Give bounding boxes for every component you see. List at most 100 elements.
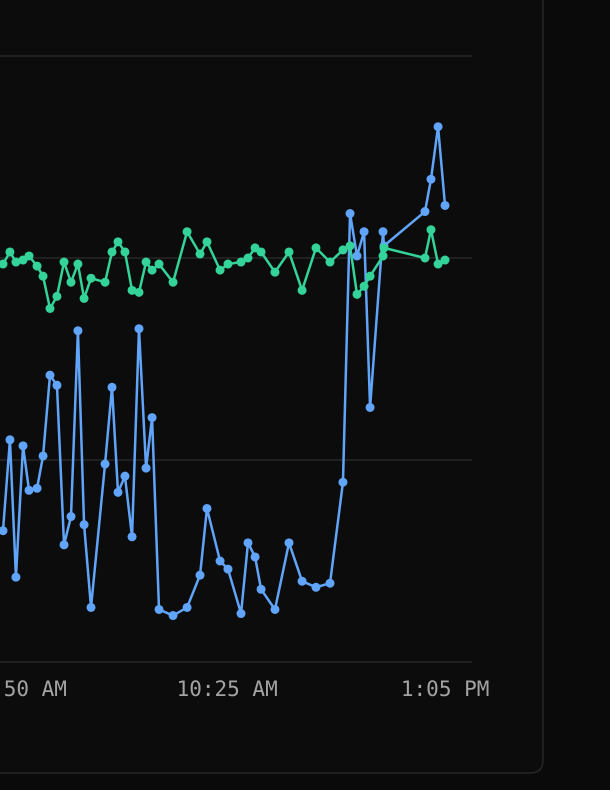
data-point [134, 324, 144, 334]
data-point [338, 245, 348, 255]
data-point [223, 259, 233, 269]
data-point [284, 247, 294, 257]
data-point [379, 243, 389, 253]
data-point [59, 540, 69, 550]
data-point [141, 257, 151, 267]
data-point [38, 451, 48, 461]
data-point [270, 604, 280, 614]
data-point [182, 602, 192, 612]
data-point [168, 277, 178, 287]
data-point [0, 526, 8, 536]
data-point [0, 259, 8, 269]
data-point [325, 257, 335, 267]
data-point [127, 532, 137, 542]
data-point [147, 265, 157, 275]
x-tick-label: 10:25 AM [177, 677, 278, 701]
data-point [243, 253, 253, 263]
data-point [243, 538, 253, 548]
data-point [365, 402, 375, 412]
data-point [270, 267, 280, 277]
data-point [18, 441, 28, 451]
data-point [73, 259, 83, 269]
data-point [440, 255, 450, 265]
data-point [345, 241, 355, 251]
data-point [45, 370, 55, 380]
data-point [120, 247, 130, 257]
data-point [297, 576, 307, 586]
data-point [359, 281, 369, 291]
data-point [338, 477, 348, 487]
data-point [325, 578, 335, 588]
data-point [420, 207, 430, 217]
data-point [147, 413, 157, 423]
data-point [79, 520, 89, 530]
data-point [345, 209, 355, 219]
data-point [311, 243, 321, 253]
card [0, 0, 544, 774]
data-point [127, 285, 137, 295]
data-point [256, 247, 266, 257]
data-point [113, 237, 123, 247]
data-point [100, 277, 110, 287]
data-point [420, 253, 430, 263]
data-point [107, 382, 117, 392]
data-point [365, 271, 375, 281]
data-point [352, 251, 362, 261]
data-point [236, 257, 246, 267]
data-point [38, 271, 48, 281]
data-point [113, 487, 123, 497]
data-point [426, 174, 436, 184]
data-point [223, 564, 233, 574]
data-point [32, 483, 42, 493]
data-point [59, 257, 69, 267]
data-point [86, 273, 96, 283]
data-point [378, 227, 388, 237]
data-point [311, 582, 321, 592]
data-point [52, 291, 62, 301]
data-point [107, 247, 117, 257]
data-point [66, 512, 76, 522]
data-point [154, 259, 164, 269]
data-point [182, 227, 192, 237]
data-point [120, 471, 130, 481]
data-point [154, 604, 164, 614]
data-point [195, 249, 205, 259]
data-point [32, 261, 42, 271]
data-point [11, 572, 21, 582]
data-point [195, 570, 205, 580]
data-point [24, 485, 34, 495]
data-point [236, 609, 246, 619]
data-point [66, 277, 76, 287]
data-point [168, 611, 178, 621]
data-point [100, 459, 110, 469]
data-point [215, 556, 225, 566]
data-point [256, 584, 266, 594]
data-point [250, 552, 260, 562]
data-point [202, 503, 212, 513]
data-point [134, 287, 144, 297]
data-point [433, 122, 443, 132]
x-tick-label: 50 AM [4, 677, 67, 701]
data-point [433, 259, 443, 269]
data-point [79, 293, 89, 303]
data-point [352, 289, 362, 299]
data-point [73, 326, 83, 336]
data-point [24, 251, 34, 261]
data-point [297, 285, 307, 295]
data-point [215, 265, 225, 275]
data-point [86, 602, 96, 612]
data-point [426, 225, 436, 235]
data-point [359, 227, 369, 237]
data-point [5, 247, 15, 257]
data-point [11, 257, 21, 267]
data-point [202, 237, 212, 247]
data-point [52, 380, 62, 390]
data-point [45, 304, 55, 313]
data-point [5, 435, 15, 445]
data-point [284, 538, 294, 548]
data-point [141, 463, 151, 473]
x-tick-label: 1:05 PM [401, 677, 490, 701]
data-point [440, 200, 450, 210]
